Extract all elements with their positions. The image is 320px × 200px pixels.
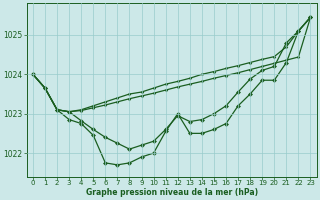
X-axis label: Graphe pression niveau de la mer (hPa): Graphe pression niveau de la mer (hPa) (86, 188, 258, 197)
